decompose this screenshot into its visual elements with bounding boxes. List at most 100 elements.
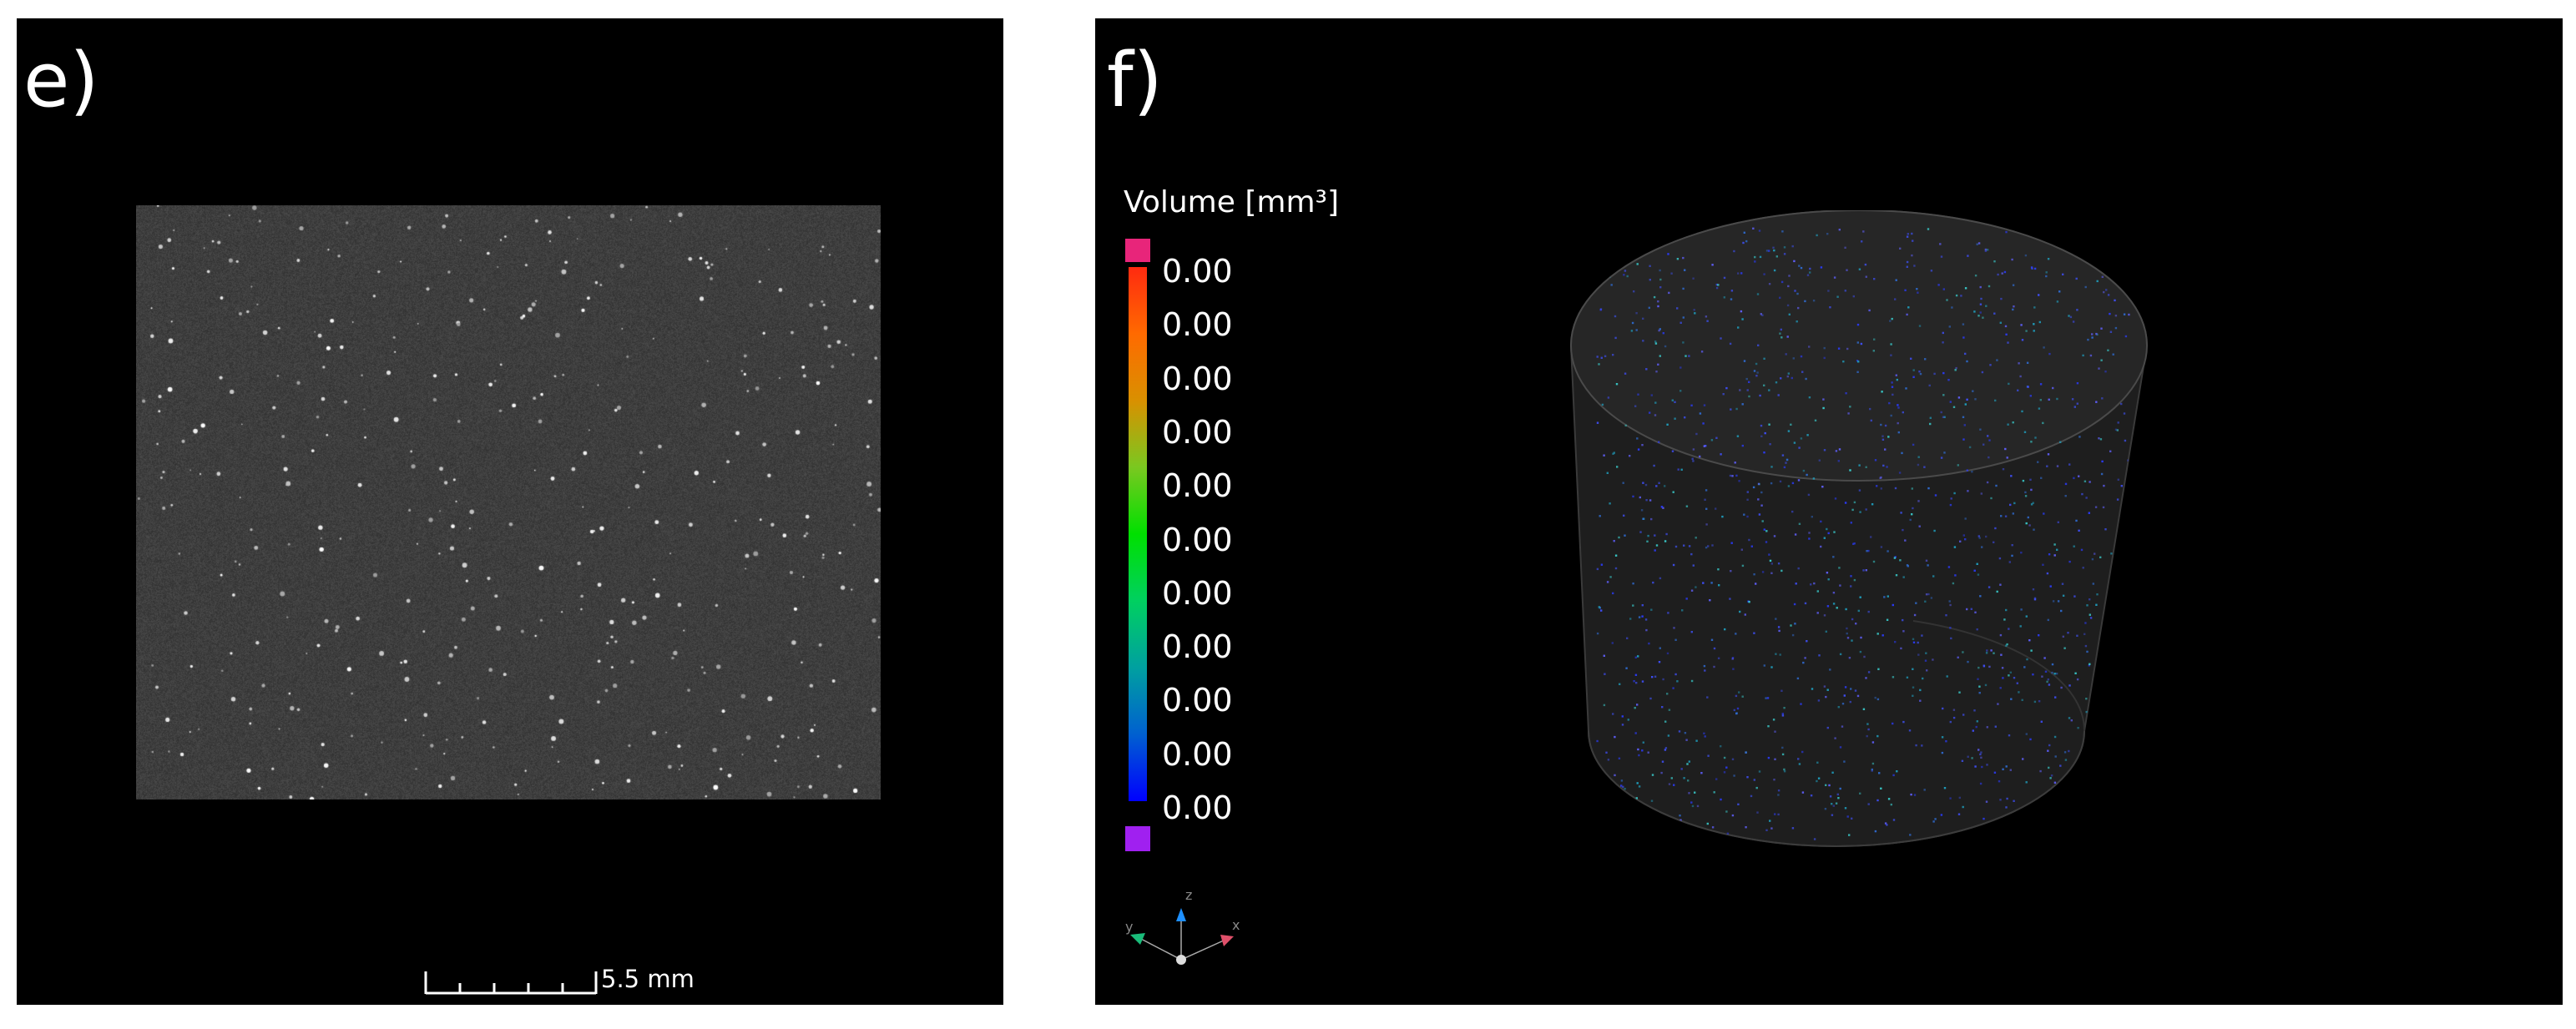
pore-point: [1682, 316, 1685, 319]
pore-point: [1685, 355, 1687, 357]
pore-point: [1972, 729, 1974, 732]
pore-point: [1839, 653, 1842, 656]
pore-point: [1730, 290, 1734, 292]
pore-point: [2056, 548, 2058, 551]
pore-point: [1906, 564, 1909, 567]
pore-point: [1892, 819, 1896, 821]
pore-point: [2002, 468, 2005, 471]
pore-point: [1838, 448, 1841, 451]
pore-point: [1685, 739, 1688, 741]
pore-point: [2114, 428, 2118, 431]
pore-point: [1832, 603, 1836, 605]
pore-point: [1973, 709, 1976, 712]
pore-point: [2099, 438, 2103, 441]
pore-point: [1985, 800, 1988, 803]
pore-point: [1662, 507, 1664, 509]
pore-point: [1599, 269, 1603, 272]
pore-point: [1729, 598, 1731, 600]
pore-point: [2043, 657, 2046, 659]
pore-point: [1731, 475, 1734, 477]
pore-point: [1603, 654, 1605, 657]
pore-point: [2089, 663, 2091, 665]
pore-point: [2002, 677, 2004, 679]
pore-point: [1957, 656, 1959, 658]
pore-point: [1753, 370, 1756, 372]
pore-point: [1610, 284, 1613, 286]
pore-point: [1775, 618, 1777, 620]
pore-point: [1665, 532, 1668, 536]
pore-point: [1857, 361, 1860, 363]
pore-point: [1618, 536, 1620, 539]
pore-point: [1865, 466, 1867, 468]
pore-point: [1637, 393, 1639, 396]
pore-point: [1880, 546, 1883, 548]
pore-point: [1629, 455, 1631, 457]
pore-point: [1794, 533, 1797, 536]
pore-point: [1796, 320, 1798, 323]
pore-point: [1604, 673, 1606, 675]
pore-point: [1853, 501, 1856, 504]
pore-point: [1977, 315, 1980, 317]
pore-point: [1850, 585, 1852, 588]
pore-point: [2107, 349, 2109, 351]
pore-point: [2032, 673, 2034, 676]
pore-point: [2037, 461, 2039, 463]
pore-point: [1887, 798, 1891, 800]
pore-point: [2122, 233, 2125, 235]
pore-point: [1754, 260, 1756, 263]
pore-point: [1836, 793, 1839, 796]
pore-point: [1867, 803, 1870, 805]
pore-point: [1967, 255, 1969, 257]
pore-point: [1711, 264, 1714, 266]
pore-point: [1785, 462, 1787, 464]
pore-point: [1668, 291, 1670, 295]
pore-point: [1943, 451, 1946, 454]
pore-point: [1843, 694, 1846, 697]
pore-point: [1978, 685, 1981, 688]
pore-point: [2062, 594, 2065, 597]
pore-point: [1672, 687, 1674, 689]
axis-triad-icon: y z x: [1125, 887, 1240, 965]
pore-point: [1925, 652, 1927, 654]
pore-point: [1658, 661, 1661, 663]
pore-point: [2049, 585, 2052, 588]
pore-point: [1614, 774, 1616, 777]
pore-point: [2119, 682, 2122, 685]
pore-point: [2123, 313, 2126, 315]
pore-point: [2060, 609, 2063, 613]
pore-point: [1651, 676, 1654, 678]
pore-point: [1876, 633, 1879, 635]
pore-point: [1703, 664, 1706, 668]
pore-point: [1806, 640, 1808, 643]
pore-point: [2101, 781, 2104, 784]
pore-point: [1603, 797, 1606, 799]
pore-point: [2004, 515, 2008, 517]
pore-point: [1637, 748, 1639, 751]
pore-point: [2100, 472, 2104, 476]
pore-point: [1971, 757, 1973, 759]
pore-point: [2120, 485, 2123, 487]
pore-point: [2045, 271, 2048, 274]
pore-point: [1856, 371, 1859, 373]
pore-point: [1851, 618, 1854, 621]
colorbar-tick-label: 0.00: [1162, 306, 1233, 344]
pore-point: [1896, 378, 1898, 381]
pore-point: [1797, 479, 1801, 482]
pore-point: [1975, 725, 1977, 729]
pore-point: [1894, 487, 1897, 490]
pore-point: [1916, 288, 1918, 290]
pore-point: [2038, 294, 2040, 296]
pore-point: [1638, 785, 1641, 788]
pore-point: [1812, 477, 1816, 480]
pore-point: [2033, 700, 2037, 704]
pore-point: [2040, 720, 2043, 723]
scale-bar: [424, 971, 598, 995]
pore-point: [1979, 595, 1982, 598]
pore-point: [1883, 596, 1886, 598]
pore-point: [1996, 590, 1998, 593]
pore-point: [1711, 826, 1715, 829]
pore-point: [1979, 428, 1982, 431]
pore-point: [1811, 516, 1813, 518]
pore-point: [1929, 416, 1932, 419]
pore-point: [1614, 315, 1617, 318]
